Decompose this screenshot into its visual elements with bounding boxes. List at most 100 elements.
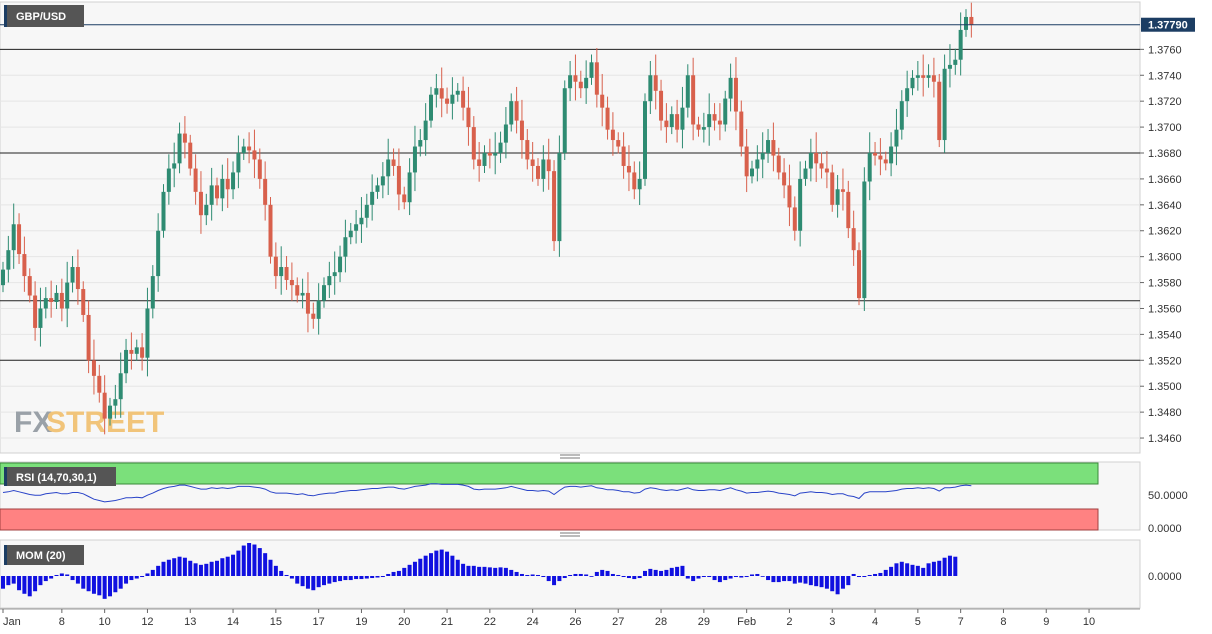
candle-body: [477, 159, 482, 166]
momentum-bar: [81, 576, 86, 589]
candle: [878, 138, 883, 176]
candle: [124, 338, 129, 384]
candle-body: [600, 94, 605, 108]
candle-body: [412, 146, 417, 173]
candle-body: [733, 77, 738, 112]
momentum-bar: [102, 576, 107, 599]
candle-body: [91, 360, 96, 376]
candle: [113, 384, 118, 419]
momentum-bar: [263, 553, 268, 576]
candle-body: [33, 295, 38, 328]
candle-body: [910, 77, 915, 89]
rsi-label-text: RSI (14,70,30,1): [16, 472, 97, 484]
momentum-bar: [514, 571, 519, 576]
momentum-bar: [38, 576, 43, 586]
candle: [525, 129, 530, 170]
rsi-line: [2, 483, 972, 503]
candle: [220, 164, 225, 212]
candle: [268, 197, 273, 264]
candle: [54, 285, 59, 309]
momentum-bar: [65, 574, 70, 576]
panel-resize-handle[interactable]: [560, 532, 580, 537]
time-tick-label: 8: [1000, 616, 1006, 628]
momentum-bar: [771, 576, 776, 583]
panel-resize-handle[interactable]: [560, 454, 580, 459]
candle-body: [557, 153, 562, 242]
candle: [691, 57, 696, 141]
momentum-panel[interactable]: [0, 539, 1141, 609]
candle-body: [215, 185, 219, 199]
candle-body: [252, 150, 257, 160]
candle-body: [712, 114, 717, 121]
candle: [947, 44, 952, 88]
candle: [610, 112, 615, 156]
candle: [81, 281, 86, 322]
price-tick-label: 1.3580: [1148, 278, 1182, 290]
time-tick-label: 4: [872, 616, 878, 628]
candle: [129, 332, 134, 370]
candle: [776, 147, 781, 180]
candle-body: [466, 107, 471, 128]
momentum-bar: [509, 569, 514, 576]
candle-body: [134, 347, 139, 354]
candle-body: [65, 282, 70, 309]
momentum-bar: [1, 576, 5, 589]
candle-body: [653, 75, 658, 91]
candle: [343, 219, 348, 273]
candle-body: [546, 159, 551, 172]
momentum-bar: [145, 573, 150, 576]
candle-body: [188, 142, 193, 169]
candle-body: [402, 194, 407, 203]
momentum-bar: [70, 576, 75, 581]
candle-body: [498, 142, 503, 153]
candle-body: [177, 133, 182, 164]
candle-body: [6, 250, 11, 270]
candle: [386, 138, 391, 195]
candle-body: [637, 178, 642, 190]
candle: [723, 90, 728, 132]
candle-body: [300, 292, 305, 296]
price-tick-label: 1.3620: [1148, 226, 1182, 238]
candle-body: [81, 289, 86, 315]
candle-body: [840, 189, 845, 192]
candle: [664, 103, 669, 143]
candle: [450, 77, 455, 120]
momentum-bar: [498, 567, 503, 576]
momentum-bar: [86, 576, 91, 592]
momentum-bar: [867, 574, 872, 576]
candle: [899, 90, 904, 140]
candle: [541, 145, 546, 192]
momentum-bar: [937, 560, 942, 576]
candle: [402, 186, 407, 210]
candle: [712, 103, 717, 131]
candle: [578, 70, 583, 99]
candle-body: [1, 269, 5, 286]
candle: [648, 61, 653, 115]
candle: [396, 148, 401, 211]
candle: [91, 339, 96, 395]
candle-body: [279, 267, 284, 277]
momentum-bar: [198, 564, 203, 576]
candle: [338, 245, 343, 283]
candle-body: [220, 178, 225, 199]
candle: [118, 352, 123, 418]
candle: [370, 174, 375, 221]
candle-body: [867, 153, 872, 182]
candle: [498, 131, 503, 163]
price-tick-label: 1.3600: [1148, 252, 1182, 264]
momentum-bar: [322, 576, 326, 586]
momentum-bar: [696, 576, 701, 579]
momentum-bar: [279, 570, 284, 576]
momentum-bar: [348, 576, 353, 581]
candle-body: [830, 172, 835, 205]
candle-body: [268, 204, 273, 257]
momentum-bar: [364, 576, 369, 579]
candle-body: [327, 276, 332, 286]
momentum-bar: [402, 567, 407, 576]
candle-body: [198, 191, 203, 216]
candle: [177, 122, 182, 174]
time-tick-label: 29: [698, 616, 710, 628]
candle-body: [894, 129, 899, 147]
candle: [354, 210, 359, 244]
